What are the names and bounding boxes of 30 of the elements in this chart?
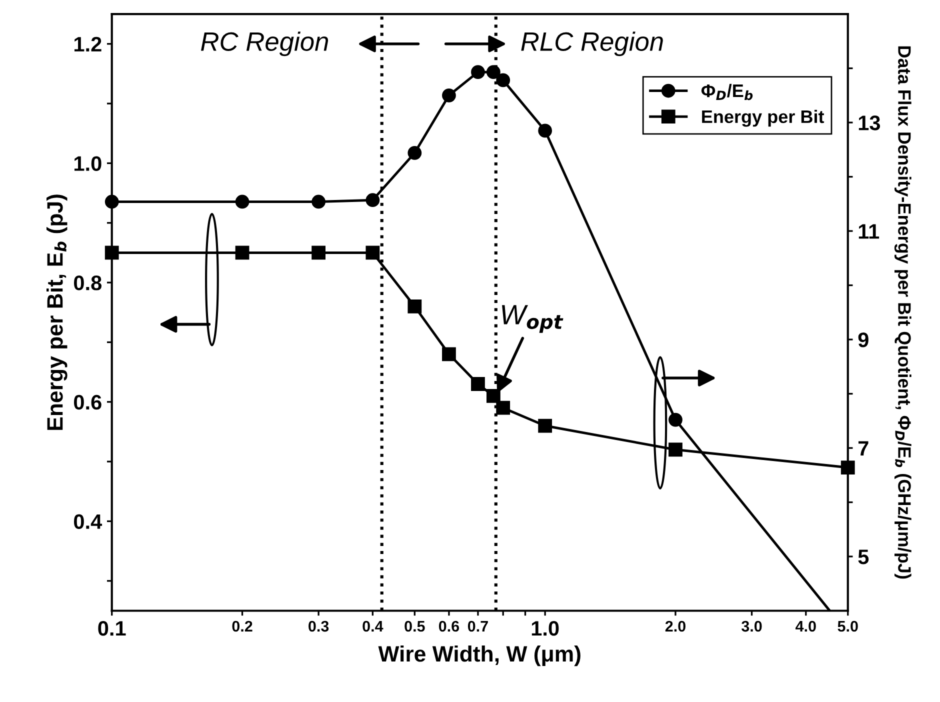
annotation: W$_{opt}$ — [502, 305, 564, 333]
annotation: RC Region — [200, 32, 328, 56]
legend-label: Φ$_{D}$/E$_{b}$ — [701, 84, 753, 100]
y2-tick-label: 13 — [858, 116, 880, 130]
x-tick-label: 2.0 — [665, 620, 686, 632]
y2-tick-label: 9 — [858, 332, 868, 348]
x-tick-label: 0.1 — [98, 621, 126, 636]
x-tick-label: 0.3 — [308, 620, 329, 632]
annotation: RLC Region — [521, 32, 663, 56]
x-tick-label: 0.2 — [232, 620, 252, 632]
x-tick-label: 1.0 — [532, 621, 559, 636]
x-tick-label: 4.0 — [796, 620, 816, 632]
x-tick-label: 0.5 — [404, 620, 425, 632]
y-axis-title: Energy per Bit, E$_{b}$ (pJ) — [46, 194, 68, 430]
x-tick-label: 5.0 — [838, 620, 858, 632]
x-tick-label: 0.7 — [468, 620, 488, 632]
y2-axis-title: Data Flux Density-Energy per Bit Quotient, Φ$_{D}$/E$_{b}$ (GHz/μm/pJ) — [894, 46, 912, 579]
y-tick-label: 1.0 — [74, 156, 102, 171]
y-tick-label: 1.2 — [74, 36, 102, 52]
x-tick-label: 0.4 — [362, 620, 384, 632]
x-axis-title: Wire Width, W (μm) — [378, 645, 580, 666]
legend-label: Energy per Bit — [702, 110, 824, 127]
x-tick-label: 0.6 — [438, 620, 460, 632]
x-tick-label: 3.0 — [742, 620, 762, 632]
y-tick-label: 0.6 — [74, 394, 102, 410]
y2-tick-label: 5 — [858, 550, 869, 564]
y2-tick-label: 7 — [858, 441, 868, 456]
y2-tick-label: 11 — [858, 224, 880, 239]
y-tick-label: 0.8 — [74, 276, 102, 290]
y-tick-label: 0.4 — [74, 514, 102, 529]
